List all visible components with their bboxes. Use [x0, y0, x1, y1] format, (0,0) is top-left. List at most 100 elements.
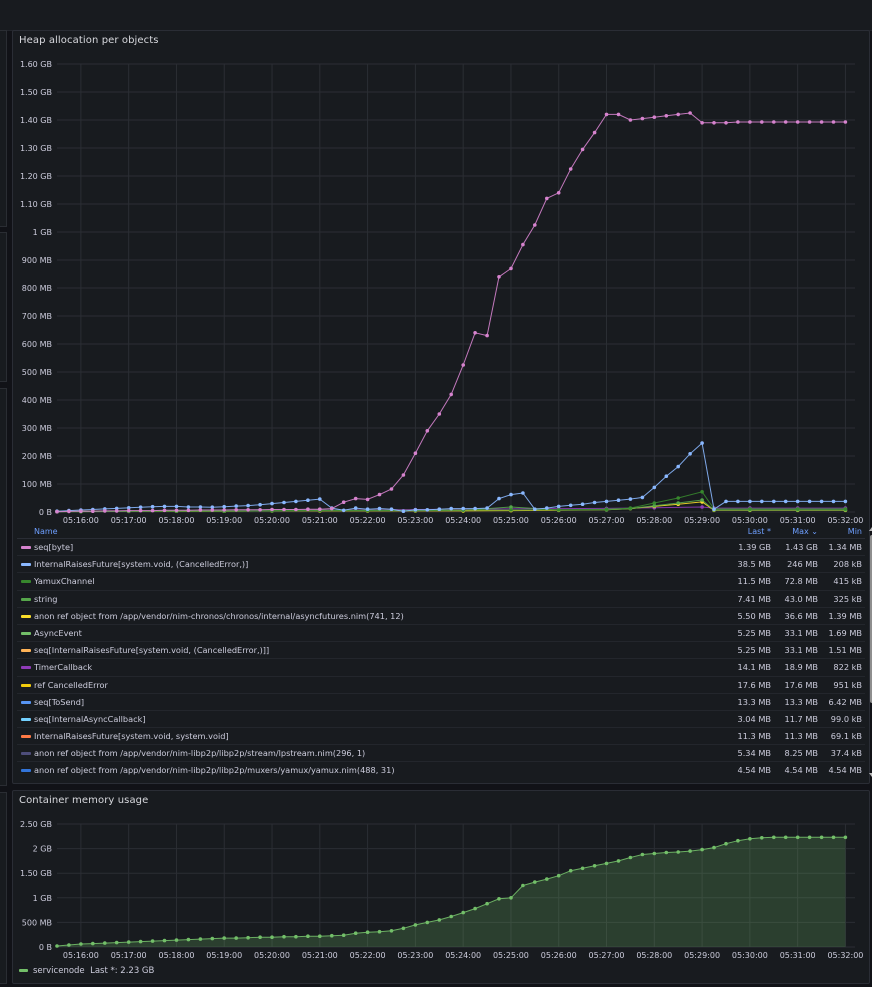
data-point: [270, 935, 274, 939]
series-name: TimerCallback: [34, 662, 93, 673]
data-point: [258, 935, 262, 939]
data-point: [640, 852, 645, 857]
data-point: [580, 502, 585, 507]
data-point: [449, 392, 454, 397]
y-tick-label: 1 GB: [33, 228, 52, 237]
legend-row[interactable]: seq[InternalRaisesFuture[system.void, (C…: [17, 642, 865, 660]
series-last-value: Last *: 2.23 GB: [90, 966, 155, 976]
max-value: 18.9 MB: [784, 662, 818, 673]
column-header-max[interactable]: Max ⌄: [792, 527, 818, 536]
legend-scrollbar[interactable]: [869, 527, 872, 777]
data-point: [389, 929, 394, 933]
data-point: [425, 920, 430, 925]
heap-allocation-chart[interactable]: 0 B 100 MB 200 MB 300 MB 400 MB 500 MB 600 MB 7…: [13, 31, 871, 531]
data-point: [819, 120, 824, 124]
data-point: [509, 266, 513, 271]
legend-row[interactable]: seq[InternalAsyncCallback] 3.04 MB 11.7 MB…: [17, 711, 865, 729]
data-point: [760, 120, 764, 124]
data-point: [748, 837, 752, 841]
memory-legend[interactable]: servicenode Last *: 2.23 GB: [19, 966, 154, 976]
x-tick-label: 05:30:00: [732, 951, 768, 960]
x-tick-label: 05:26:00: [541, 951, 577, 960]
data-point: [162, 938, 167, 943]
column-header-last[interactable]: Last *: [747, 527, 771, 536]
scrollbar-thumb[interactable]: [870, 535, 872, 703]
data-point: [114, 506, 119, 511]
data-point: [831, 499, 836, 504]
series-swatch: [21, 700, 31, 704]
last-value: 1.39 GB: [738, 542, 771, 552]
legend-table: Name Last * Max ⌄ Min seq[byte] 1.39 GB 1.…: [17, 526, 865, 778]
legend-row[interactable]: YamuxChannel 11.5 MB 72.8 MB 415 kB: [17, 573, 865, 591]
data-point: [186, 937, 191, 942]
max-value: 11.3 MB: [784, 731, 818, 742]
data-point: [676, 850, 680, 854]
collapsed-panel-edge[interactable]: [0, 232, 7, 382]
y-tick-label: 1.30 GB: [20, 144, 52, 153]
scroll-up-icon[interactable]: [869, 527, 872, 531]
legend-row[interactable]: AsyncEvent 5.25 MB 33.1 MB 1.69 MB: [17, 625, 865, 643]
data-point: [748, 507, 752, 511]
data-point: [425, 508, 430, 512]
data-point: [712, 845, 716, 850]
data-point: [485, 901, 489, 906]
data-point: [736, 499, 740, 504]
data-point: [736, 120, 740, 124]
data-point: [795, 120, 800, 124]
series-name: anon ref object from /app/vendor/nim-lib…: [34, 765, 395, 776]
legend-row[interactable]: string 7.41 MB 43.0 MB 325 kB: [17, 591, 865, 608]
data-point: [162, 504, 167, 509]
last-value: 11.5 MB: [737, 576, 771, 587]
legend-header: Name Last * Max ⌄ Min: [17, 526, 865, 539]
legend-row[interactable]: anon ref object from /app/vendor/nim-lib…: [17, 762, 865, 778]
legend-row[interactable]: seq[ToSend] 13.3 MB 13.3 MB 6.42 MB: [17, 694, 865, 711]
data-point: [616, 859, 621, 863]
scroll-down-icon[interactable]: [869, 773, 872, 777]
series-swatch: [21, 735, 31, 739]
legend-row[interactable]: anon ref object from /app/vendor/nim-chr…: [17, 608, 865, 625]
last-value: 3.04 MB: [737, 713, 771, 724]
x-tick-label: 05:26:00: [541, 516, 577, 525]
data-point: [461, 910, 466, 915]
collapsed-panel-edge[interactable]: [0, 388, 7, 786]
data-point: [341, 508, 346, 513]
series-line: [56, 112, 846, 513]
data-point: [533, 507, 537, 512]
data-point: [497, 275, 501, 279]
collapsed-panel-edge[interactable]: [0, 792, 7, 984]
max-value: 72.8 MB: [784, 576, 818, 587]
panel-title[interactable]: Heap allocation per objects: [19, 35, 159, 46]
panel-title[interactable]: Container memory usage: [19, 795, 149, 806]
data-point: [353, 506, 358, 510]
data-point: [521, 242, 525, 247]
last-value: 38.5 MB: [737, 559, 771, 570]
data-point: [485, 506, 489, 510]
x-tick-label: 05:27:00: [589, 516, 625, 525]
legend-row[interactable]: InternalRaisesFuture[system.void, (Cance…: [17, 556, 865, 574]
legend-row[interactable]: InternalRaisesFuture[system.void, system…: [17, 728, 865, 746]
container-memory-chart[interactable]: 0 B 500 MB 1 GB 1.50 GB 2 GB 2.50 GB 05:16:00 0…: [13, 791, 871, 966]
data-point: [306, 498, 310, 503]
data-point: [783, 120, 788, 124]
legend-row[interactable]: ref CancelledError 17.6 MB 17.6 MB 951 kB: [17, 677, 865, 694]
data-point: [580, 147, 585, 152]
column-header-name[interactable]: Name: [34, 527, 58, 536]
series-name: YamuxChannel: [34, 576, 95, 587]
data-point: [772, 835, 776, 840]
data-point: [640, 495, 645, 500]
data-point: [294, 499, 298, 504]
legend-row[interactable]: anon ref object from /app/vendor/nim-lib…: [17, 745, 865, 763]
y-tick-label: 500 MB: [22, 368, 52, 377]
data-point: [79, 509, 83, 513]
collapsed-panel-edge[interactable]: [0, 30, 7, 227]
data-point: [521, 883, 525, 888]
series-swatch: [21, 752, 31, 756]
data-point: [138, 939, 143, 944]
data-point: [126, 508, 131, 513]
data-point: [783, 499, 788, 504]
data-point: [748, 499, 752, 504]
legend-row[interactable]: TimerCallback 14.1 MB 18.9 MB 822 kB: [17, 659, 865, 677]
column-header-min[interactable]: Min: [847, 527, 862, 536]
data-point: [449, 914, 454, 919]
legend-row[interactable]: seq[byte] 1.39 GB 1.43 GB 1.34 MB: [17, 539, 865, 557]
